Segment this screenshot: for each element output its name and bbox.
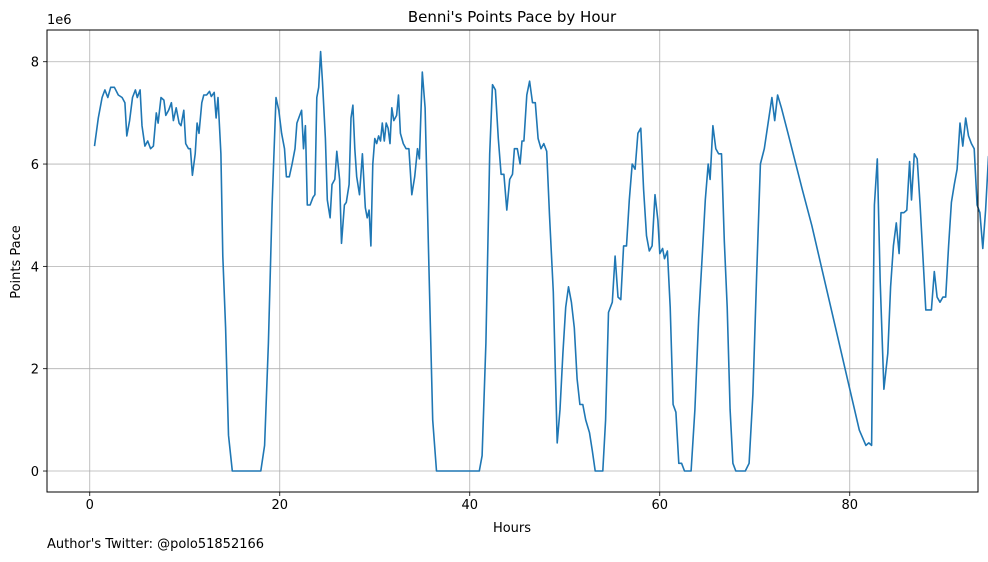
series-line [95, 52, 988, 472]
plot-frame [47, 30, 978, 492]
x-tick-label: 20 [271, 498, 288, 513]
x-tick-label: 0 [86, 498, 94, 513]
grid-lines [47, 30, 978, 492]
y-axis-label: Points Pace [9, 225, 24, 299]
x-axis-label: Hours [493, 521, 531, 536]
x-tick-label: 60 [651, 498, 668, 513]
y-tick-label: 0 [31, 465, 39, 480]
x-tick-label: 40 [461, 498, 478, 513]
y-tick-label: 6 [31, 158, 39, 173]
series-group [95, 52, 988, 472]
x-tick-label: 80 [841, 498, 858, 513]
y-tick-label: 4 [31, 260, 39, 275]
author-credit: Author's Twitter: @polo51852166 [47, 537, 264, 552]
y-scale-label: 1e6 [47, 13, 72, 28]
y-tick-label: 2 [31, 363, 39, 378]
y-tick-label: 8 [31, 56, 39, 71]
chart-title: Benni's Points Pace by Hour [408, 8, 617, 26]
